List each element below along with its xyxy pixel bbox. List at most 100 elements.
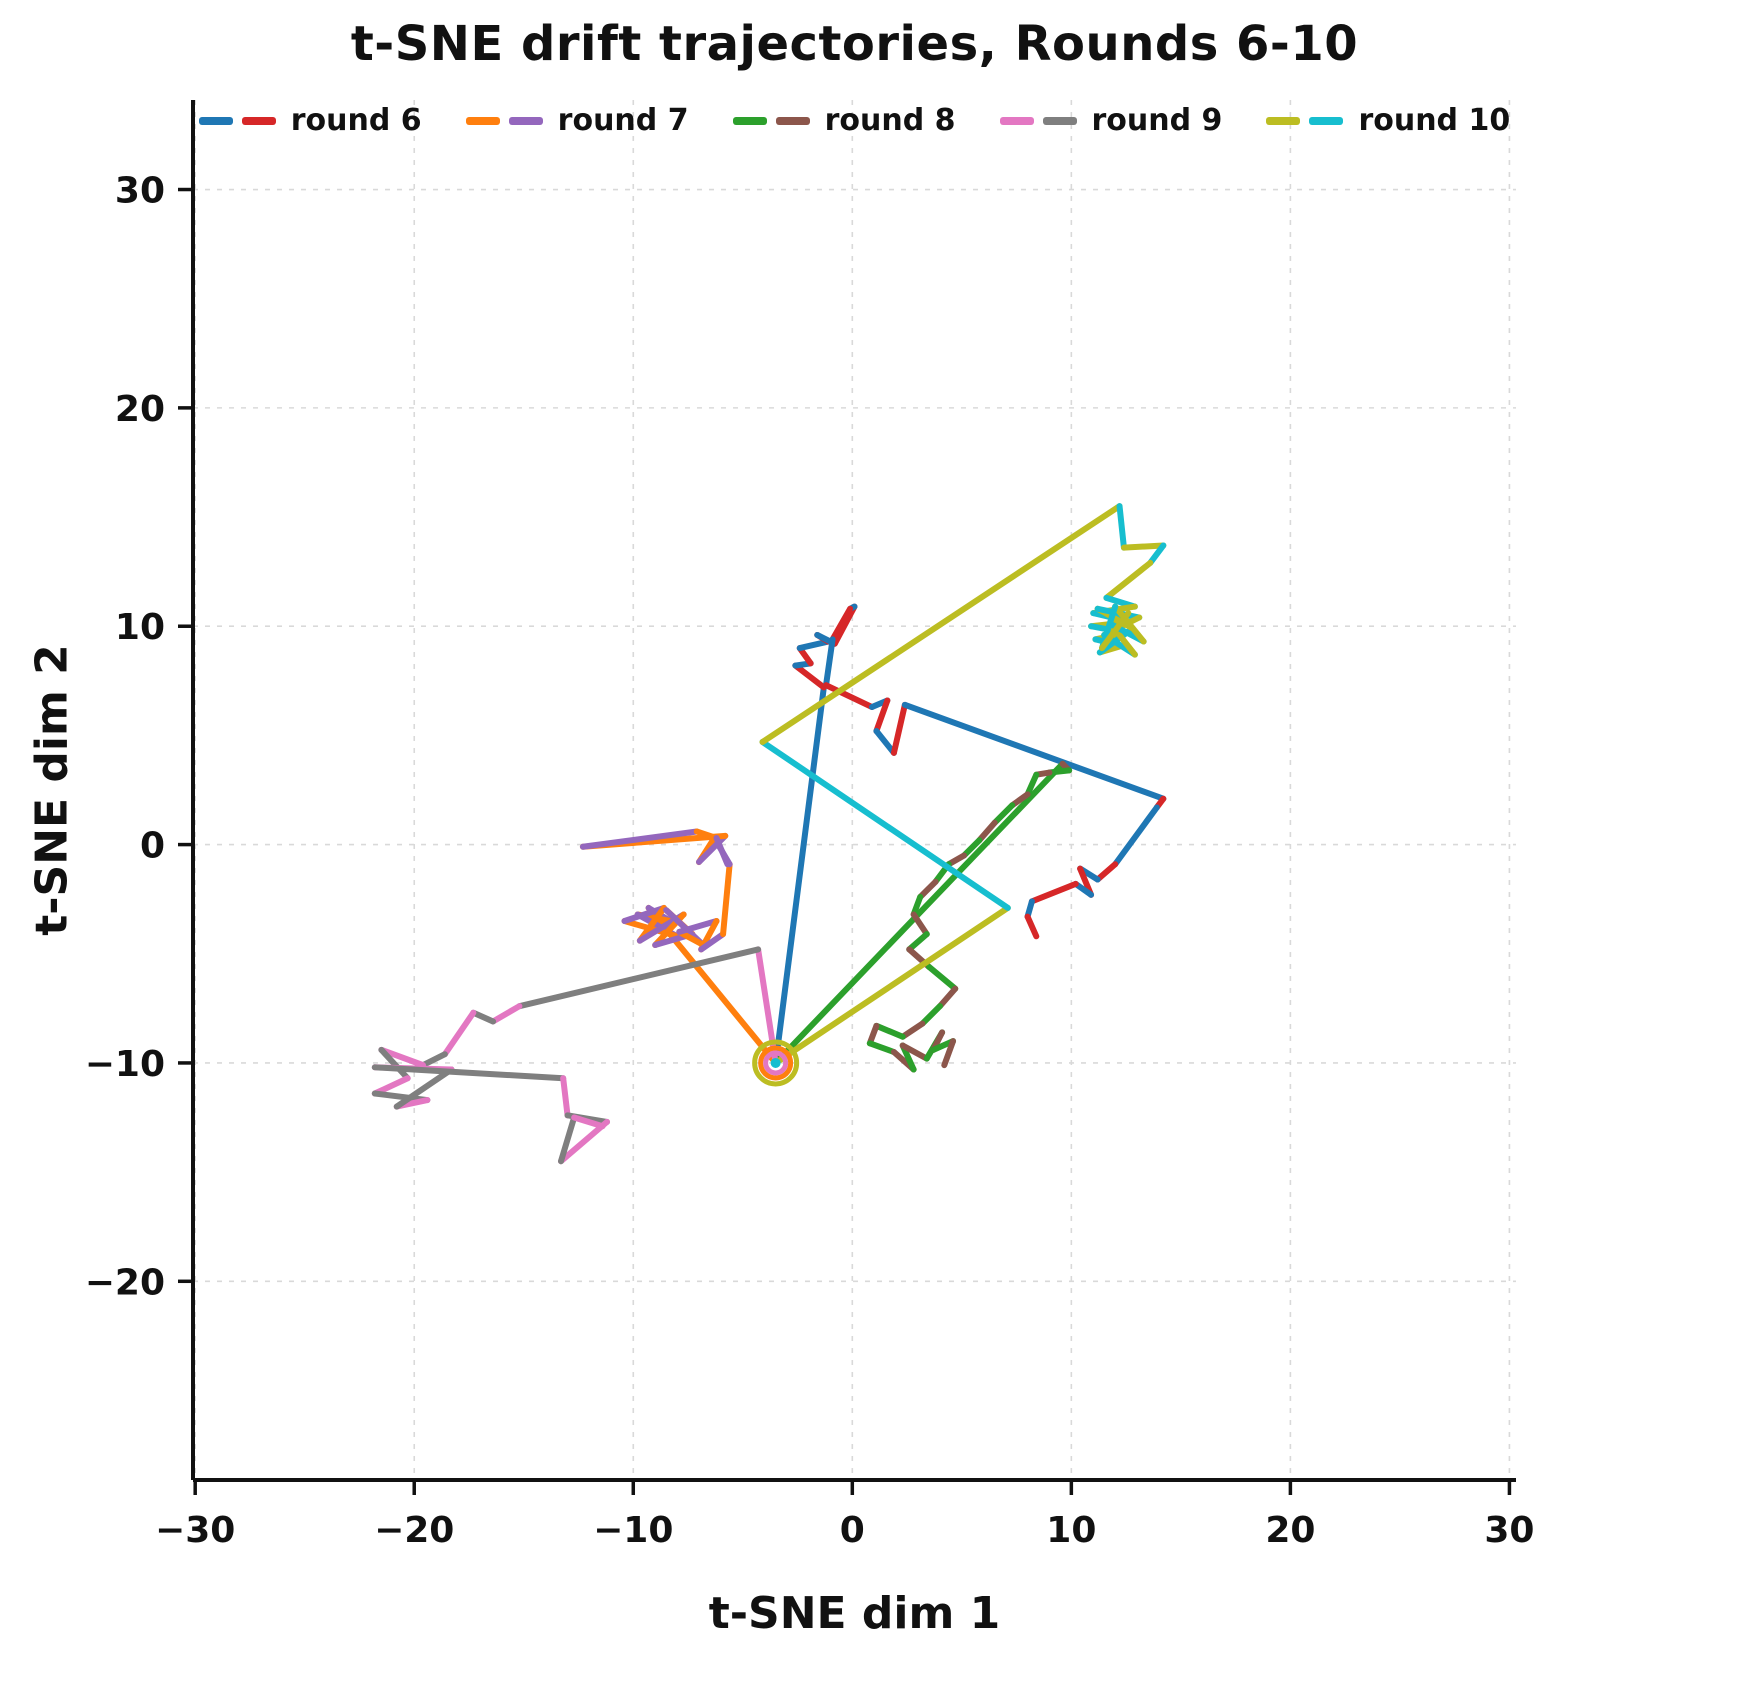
trajectory-segment xyxy=(516,946,762,1010)
start-marker-dot xyxy=(770,1057,781,1068)
legend-item-round-8: round 8 xyxy=(732,103,956,138)
x-tick-label: −30 xyxy=(155,1510,235,1551)
trajectory-segment xyxy=(676,918,720,935)
trajectory-segment xyxy=(961,837,983,859)
legend-item-label: round 8 xyxy=(824,103,956,138)
start-marker-ring xyxy=(758,1045,794,1081)
legend-item-label: round 6 xyxy=(290,103,422,138)
trajectory-segment xyxy=(1024,913,1040,940)
trajectory-segment xyxy=(1046,767,1073,776)
trajectory-segment xyxy=(936,985,959,1010)
trajectory-segment xyxy=(910,893,924,918)
legend-swatch xyxy=(999,116,1034,125)
legend-item-round-10: round 10 xyxy=(1266,103,1510,138)
trajectory-segment xyxy=(378,1046,411,1082)
trajectory-segment xyxy=(873,697,891,735)
legend-item-round-9: round 9 xyxy=(999,103,1223,138)
trajectory-segment xyxy=(772,904,1011,1066)
trajectory-segment xyxy=(759,738,1011,911)
legend-swatch xyxy=(241,116,276,125)
trajectory-segment xyxy=(1120,542,1167,551)
trajectory-segment xyxy=(1009,791,1031,809)
legend-item-round-7: round 7 xyxy=(465,103,689,138)
trajectory-segment xyxy=(873,1022,906,1040)
trajectory-segment xyxy=(1147,542,1167,566)
trajectory-round-7 xyxy=(579,828,779,1066)
x-tick-label: 20 xyxy=(1265,1510,1315,1551)
trajectory-round-6 xyxy=(772,603,1167,1066)
legend-swatch xyxy=(465,116,500,125)
trajectory-round-9 xyxy=(371,946,779,1165)
y-tick-label: −20 xyxy=(85,1262,165,1303)
trajectory-segment xyxy=(917,878,939,900)
trajectory-segment xyxy=(991,802,1016,826)
trajectory-segment xyxy=(470,1009,497,1025)
x-tick-label: 30 xyxy=(1484,1510,1534,1551)
trajectory-segment xyxy=(560,1075,571,1119)
trajectory-segment xyxy=(792,662,827,691)
trajectory-segment xyxy=(759,503,1123,745)
trajectory-segment xyxy=(676,928,707,949)
legend-swatch xyxy=(1266,116,1301,125)
trajectory-segment xyxy=(919,1003,943,1027)
legend-item-label: round 7 xyxy=(557,103,689,138)
trajectory-segment xyxy=(378,1046,426,1069)
y-tick-label: 0 xyxy=(140,826,165,867)
trajectory-segment xyxy=(796,638,832,652)
trajectory-segment xyxy=(925,963,959,992)
chart-title: t-SNE drift trajectories, Rounds 6-10 xyxy=(350,16,1359,72)
trajectory-segment xyxy=(899,1042,930,1062)
legend-swatch xyxy=(775,116,810,125)
trajectory-segment xyxy=(866,1040,897,1056)
trajectory-segment xyxy=(557,1114,578,1165)
legend-swatch xyxy=(198,116,233,125)
y-tick-label: 20 xyxy=(115,389,165,430)
trajectory-segment xyxy=(1103,559,1154,601)
trajectory-segment xyxy=(1099,610,1132,652)
x-tick-label: −10 xyxy=(593,1510,673,1551)
trajectory-segment xyxy=(890,701,908,756)
trajectory-segment xyxy=(393,1066,455,1110)
trajectory-segment xyxy=(873,728,897,756)
trajectory-segment xyxy=(490,1003,523,1025)
trajectory-segment xyxy=(941,1038,957,1069)
trajectory-segment xyxy=(772,760,1066,1066)
trajectory-segment xyxy=(823,682,876,711)
legend-swatch xyxy=(508,116,543,125)
y-tick-label: 30 xyxy=(115,171,165,212)
legend-item-round-6: round 6 xyxy=(198,103,422,138)
trajectory-segment xyxy=(906,931,930,953)
x-tick-label: 0 xyxy=(840,1510,865,1551)
trajectory-round-8 xyxy=(772,760,1073,1073)
y-axis-label: t-SNE dim 2 xyxy=(26,644,78,936)
legend-swatch xyxy=(732,116,767,125)
x-tick-label: −20 xyxy=(374,1510,454,1551)
start-marker-ring xyxy=(752,1039,800,1087)
trajectory-segment xyxy=(1072,880,1095,898)
trajectory-segment xyxy=(1094,861,1119,883)
trajectory-segment xyxy=(866,1022,880,1047)
trajectory-segment xyxy=(1024,771,1040,798)
trajectory-segment xyxy=(557,1118,610,1165)
trajectory-segment xyxy=(901,701,1167,802)
legend-item-label: round 9 xyxy=(1091,103,1223,138)
trajectory-segment xyxy=(698,931,727,953)
x-tick-label: 10 xyxy=(1046,1510,1096,1551)
legend-swatch xyxy=(1309,116,1344,125)
trajectory-segment xyxy=(899,1020,926,1040)
trajectory-segment xyxy=(1116,503,1127,551)
trajectory-segment xyxy=(823,636,836,689)
trajectory-segment xyxy=(720,861,733,938)
trajectory-segment xyxy=(419,1051,448,1069)
legend-swatch xyxy=(1042,116,1077,125)
trajectory-segment xyxy=(1112,804,1160,868)
trajectory-round-10 xyxy=(759,503,1167,1066)
trajectory-segment xyxy=(1028,880,1079,905)
trajectory-segment xyxy=(976,819,998,844)
trajectory-segment xyxy=(695,832,729,866)
trajectory-segment xyxy=(1112,603,1147,645)
trajectory-segment xyxy=(579,828,700,850)
trajectory-segment xyxy=(693,828,720,842)
